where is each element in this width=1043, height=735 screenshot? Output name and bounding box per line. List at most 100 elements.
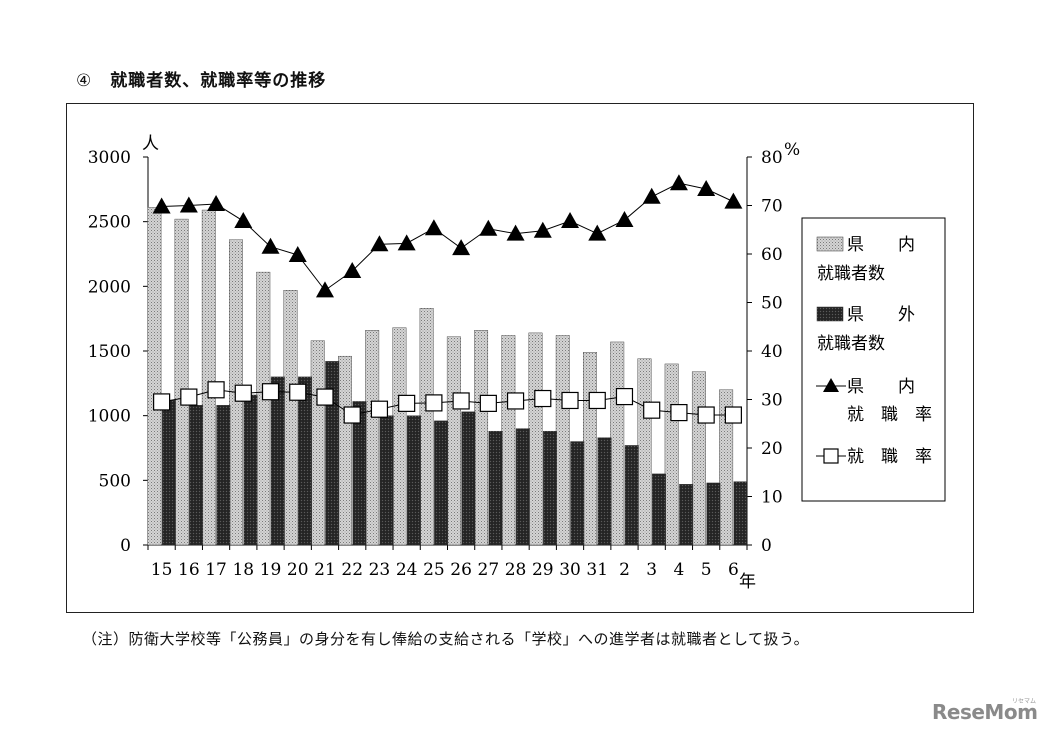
marker-triangle: [343, 261, 362, 278]
marker-triangle: [533, 221, 552, 238]
x-tick-label: 29: [532, 560, 554, 580]
x-tick-label: 17: [205, 560, 227, 580]
right-tick-label: 60: [761, 245, 783, 265]
x-tick-label: 4: [674, 560, 685, 580]
footnote: （注）防衛大学校等「公務員」の身分を有し俸給の支給される「学校」への進学者は就職…: [82, 630, 810, 648]
bar-prefecture-out: [325, 361, 340, 546]
marker-square: [234, 384, 252, 402]
bar-prefecture-in: [283, 290, 298, 546]
x-tick-label: 22: [341, 560, 363, 580]
legend-label: 県 外: [847, 305, 915, 325]
bar-prefecture-in: [555, 335, 570, 546]
marker-triangle: [615, 211, 634, 228]
marker-triangle: [207, 195, 226, 212]
marker-square: [724, 406, 742, 424]
bar-prefecture-out: [216, 405, 231, 546]
marker-square: [561, 391, 579, 410]
x-tick-label: 5: [701, 560, 712, 580]
legend-marker-triangle: [823, 378, 839, 392]
bar-prefecture-out: [679, 484, 694, 546]
marker-triangle: [152, 197, 171, 214]
bar-prefecture-in: [446, 336, 461, 546]
bar-prefecture-out: [189, 405, 204, 546]
marker-triangle: [424, 219, 443, 236]
bar-prefecture-in: [610, 341, 625, 546]
x-axis-unit: 年: [739, 572, 756, 592]
bar-prefecture-out: [733, 481, 748, 546]
combo-chart: 0 500 1000 1500 2000 2500 3000 人 0 10 20 30 40 50 60 70…: [88, 134, 946, 592]
legend-label: 就 職 率: [847, 405, 932, 425]
bar-prefecture-out: [461, 411, 476, 546]
legend-label: 就 職 率: [847, 447, 932, 467]
bar-prefecture-in: [691, 371, 706, 546]
marker-square: [180, 388, 198, 406]
bar-prefecture-in: [474, 330, 489, 546]
left-tick-label: 2500: [88, 213, 131, 233]
marker-square: [670, 403, 688, 422]
x-tick-label: 23: [369, 560, 391, 580]
legend-marker-square: [823, 448, 839, 464]
bars: [147, 207, 748, 546]
bar-prefecture-out: [352, 401, 367, 546]
legend-swatch-light: [816, 236, 844, 252]
marker-square: [697, 406, 715, 424]
right-tick-label: 20: [761, 439, 783, 459]
chart-frame: 0 500 1000 1500 2000 2500 3000 人 0 10 20 30 40 50 60 70…: [66, 103, 974, 613]
legend-swatch-dark: [816, 306, 844, 322]
x-tick-label: 19: [260, 560, 282, 580]
marker-square: [316, 388, 334, 406]
marker-triangle: [261, 237, 280, 254]
x-tick-label: 31: [586, 560, 608, 580]
left-tick-label: 2000: [88, 277, 131, 297]
marker-square: [261, 383, 280, 401]
marker-triangle: [724, 192, 743, 209]
resemom-logo-sub: リセマム: [1012, 698, 1037, 705]
marker-triangle: [479, 219, 498, 236]
left-axis-unit: 人: [142, 134, 159, 154]
marker-triangle: [506, 224, 525, 241]
marker-triangle: [588, 224, 607, 241]
legend-label: 県 内: [847, 235, 915, 255]
bar-prefecture-in: [201, 209, 216, 546]
bar-prefecture-in: [501, 335, 516, 546]
left-tick-label: 3000: [88, 148, 131, 168]
bar-prefecture-out: [434, 420, 449, 546]
bar-prefecture-in: [664, 363, 679, 546]
marker-square: [615, 387, 634, 406]
marker-square: [506, 392, 525, 410]
heading-text: 就職者数、就職率等の推移: [110, 71, 327, 91]
left-tick-label: 1000: [88, 407, 131, 427]
marker-square: [343, 406, 361, 424]
right-tick-label: 30: [761, 391, 783, 411]
marker-triangle: [697, 180, 716, 197]
left-tick-label: 0: [120, 536, 131, 556]
lines: [152, 174, 743, 424]
bar-prefecture-in: [719, 389, 734, 546]
marker-triangle: [179, 196, 198, 213]
marker-square: [370, 400, 389, 418]
x-tick-label: 28: [505, 560, 527, 580]
bar-prefecture-out: [597, 437, 612, 546]
heading-number: ④: [76, 71, 93, 91]
bar-prefecture-out: [624, 445, 639, 546]
marker-square: [425, 394, 443, 412]
x-tick-label: 3: [646, 560, 657, 580]
right-tick-label: 50: [761, 294, 783, 314]
marker-square: [452, 392, 470, 410]
marker-triangle: [669, 174, 688, 191]
right-axis-unit: %: [784, 140, 800, 160]
marker-square: [153, 393, 171, 411]
resemom-logo: ReseMom: [932, 700, 1038, 724]
bar-prefecture-in: [174, 218, 189, 546]
x-tick-label: 21: [314, 560, 336, 580]
bar-prefecture-in: [147, 207, 162, 546]
bar-prefecture-in: [637, 358, 652, 546]
marker-square: [398, 394, 416, 412]
bar-prefecture-in: [310, 340, 325, 546]
left-tick-label: 500: [99, 471, 131, 491]
bar-prefecture-out: [406, 415, 421, 546]
marker-triangle: [561, 212, 580, 229]
x-tick-label: 15: [151, 560, 173, 580]
marker-triangle: [370, 235, 389, 252]
bar-prefecture-out: [270, 376, 285, 546]
